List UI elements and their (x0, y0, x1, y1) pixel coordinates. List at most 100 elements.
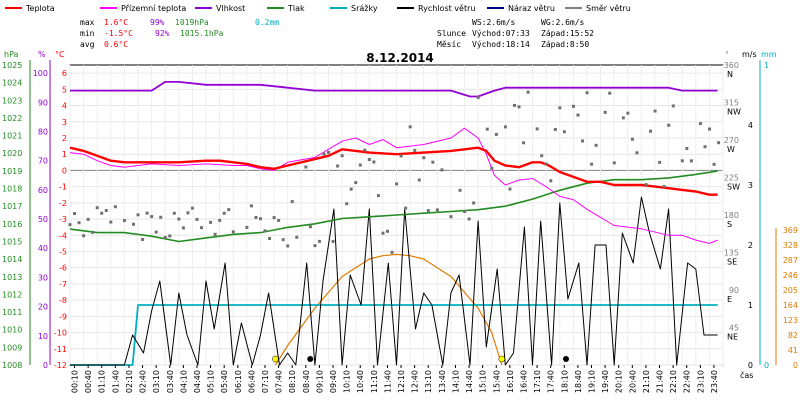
wind-direction-dot (581, 139, 585, 143)
sunrise-time: Východ:07:33 (472, 29, 530, 38)
wind-direction-dot (159, 215, 163, 219)
temp-tick-label: -8 (59, 296, 67, 305)
wind-direction-dot (358, 163, 362, 167)
wind-direction-dot (168, 234, 172, 238)
temp-tick-label: 4 (62, 102, 67, 111)
dir-name-label: W (727, 145, 735, 154)
wind-direction-dot (608, 91, 612, 95)
time-tick-label: 23:10 (696, 370, 705, 393)
temp-tick-label: 2 (62, 134, 67, 143)
wind-direction-dot (494, 132, 498, 136)
stat-min-label: min (80, 29, 95, 38)
wind-direction-dot (249, 204, 253, 208)
wind-direction-dot (422, 156, 426, 160)
sunrise-marker (272, 355, 279, 363)
wind-direction-dot (426, 209, 430, 213)
wind-direction-dot (100, 211, 104, 215)
wind-direction-dot (503, 125, 507, 129)
wind-direction-dot (390, 250, 394, 254)
wind-direction-dot (399, 154, 403, 158)
wind-direction-dot (372, 160, 376, 164)
temp-tick-label: -5 (59, 247, 67, 256)
series-layer (69, 81, 718, 366)
dir-name-label: NE (727, 333, 738, 342)
stat-min-press: 1015.1hPa (180, 29, 224, 38)
wind-direction-dot (268, 236, 272, 240)
wind-direction-dot (644, 183, 648, 187)
press-tick-label: 1022 (2, 114, 22, 123)
time-tick-label: 21:10 (642, 370, 651, 393)
wind-direction-dot (703, 145, 707, 149)
wind-direction-dot (367, 157, 371, 161)
time-tick-label: 16:10 (506, 370, 515, 393)
time-tick-label: 20:40 (628, 370, 637, 393)
wind-direction-dot (549, 179, 553, 183)
wind-direction-dot (576, 113, 580, 117)
time-tick-label: 05:40 (220, 370, 229, 393)
time-tick-label: 04:10 (179, 370, 188, 393)
dir-tick-label: 270 (724, 136, 739, 145)
time-tick-label: 19:10 (587, 370, 596, 393)
temp-tick-label: -4 (59, 231, 67, 240)
temp-tick-label: -3 (59, 215, 67, 224)
wind-direction-dot (463, 209, 467, 213)
legend-item-tlak: Tlak (267, 4, 305, 13)
wind-direction-dot (150, 215, 154, 219)
time-tick-label: 06:10 (234, 370, 243, 393)
press-tick-label: 1009 (2, 343, 22, 352)
moonset-marker (307, 356, 314, 362)
wind-direction-dot (612, 161, 616, 165)
time-tick-label: 06:40 (247, 370, 256, 393)
hum-tick-label: 30 (38, 273, 48, 282)
wind-direction-dot (354, 181, 358, 185)
time-tick-label: 17:40 (547, 370, 556, 393)
hum-unit: % (38, 50, 46, 59)
wind-direction-dot (73, 212, 77, 216)
wind-direction-dot (635, 151, 639, 155)
time-tick-label: 00:40 (84, 370, 93, 393)
time-tick-label: 13:10 (424, 370, 433, 393)
temp-tick-label: -10 (54, 329, 67, 338)
time-tick-label: 10:10 (343, 370, 352, 393)
marker-layer (68, 90, 721, 363)
wind-direction-dot (413, 148, 417, 152)
wind-direction-dot (522, 141, 526, 145)
wind-direction-dot (458, 188, 462, 192)
legend-item-smer-vetru: Směr větru (565, 4, 631, 13)
time-tick-label: 02:10 (125, 370, 134, 393)
wind-direction-dot (626, 111, 630, 115)
wind-direction-dot (685, 147, 689, 151)
time-tick-label: 14:10 (451, 370, 460, 393)
moon-label: Měsíc (437, 40, 461, 49)
temp-tick-label: -1 (59, 183, 67, 192)
wind-direction-dot (272, 216, 276, 220)
sunset-marker (498, 355, 506, 363)
wind-direction-dot (317, 239, 321, 243)
wind-direction-dot (82, 234, 86, 238)
wind-direction-dot (281, 238, 285, 242)
time-tick-label: 00:10 (71, 370, 80, 393)
time-tick-label: 02:40 (139, 370, 148, 393)
hum-tick-label: 20 (38, 303, 48, 312)
temp-tick-label: 0 (62, 166, 67, 175)
wind-direction-dot (141, 237, 145, 241)
time-tick-label: 18:40 (574, 370, 583, 393)
time-tick-label: 22:40 (683, 370, 692, 393)
wind-direction-dot (603, 110, 607, 114)
wind-direction-dot (104, 209, 108, 213)
wind-direction-dot (218, 218, 222, 222)
dir-tick-label: 315 (724, 99, 739, 108)
wind-direction-dot (485, 127, 489, 131)
legend-label: Přízemní teplota (121, 4, 186, 13)
press-tick-label: 1017 (2, 202, 22, 211)
wind-direction-dot (163, 235, 167, 239)
legend-label: Teplota (25, 4, 55, 13)
rain-tick-label: 1 (764, 61, 769, 70)
wind-direction-dot (594, 143, 598, 147)
time-tick-label: 08:10 (288, 370, 297, 393)
wind-direction-dot (467, 217, 471, 221)
wind-direction-dot (136, 213, 140, 217)
wind-direction-dot (621, 116, 625, 120)
temperature-line (69, 146, 718, 196)
